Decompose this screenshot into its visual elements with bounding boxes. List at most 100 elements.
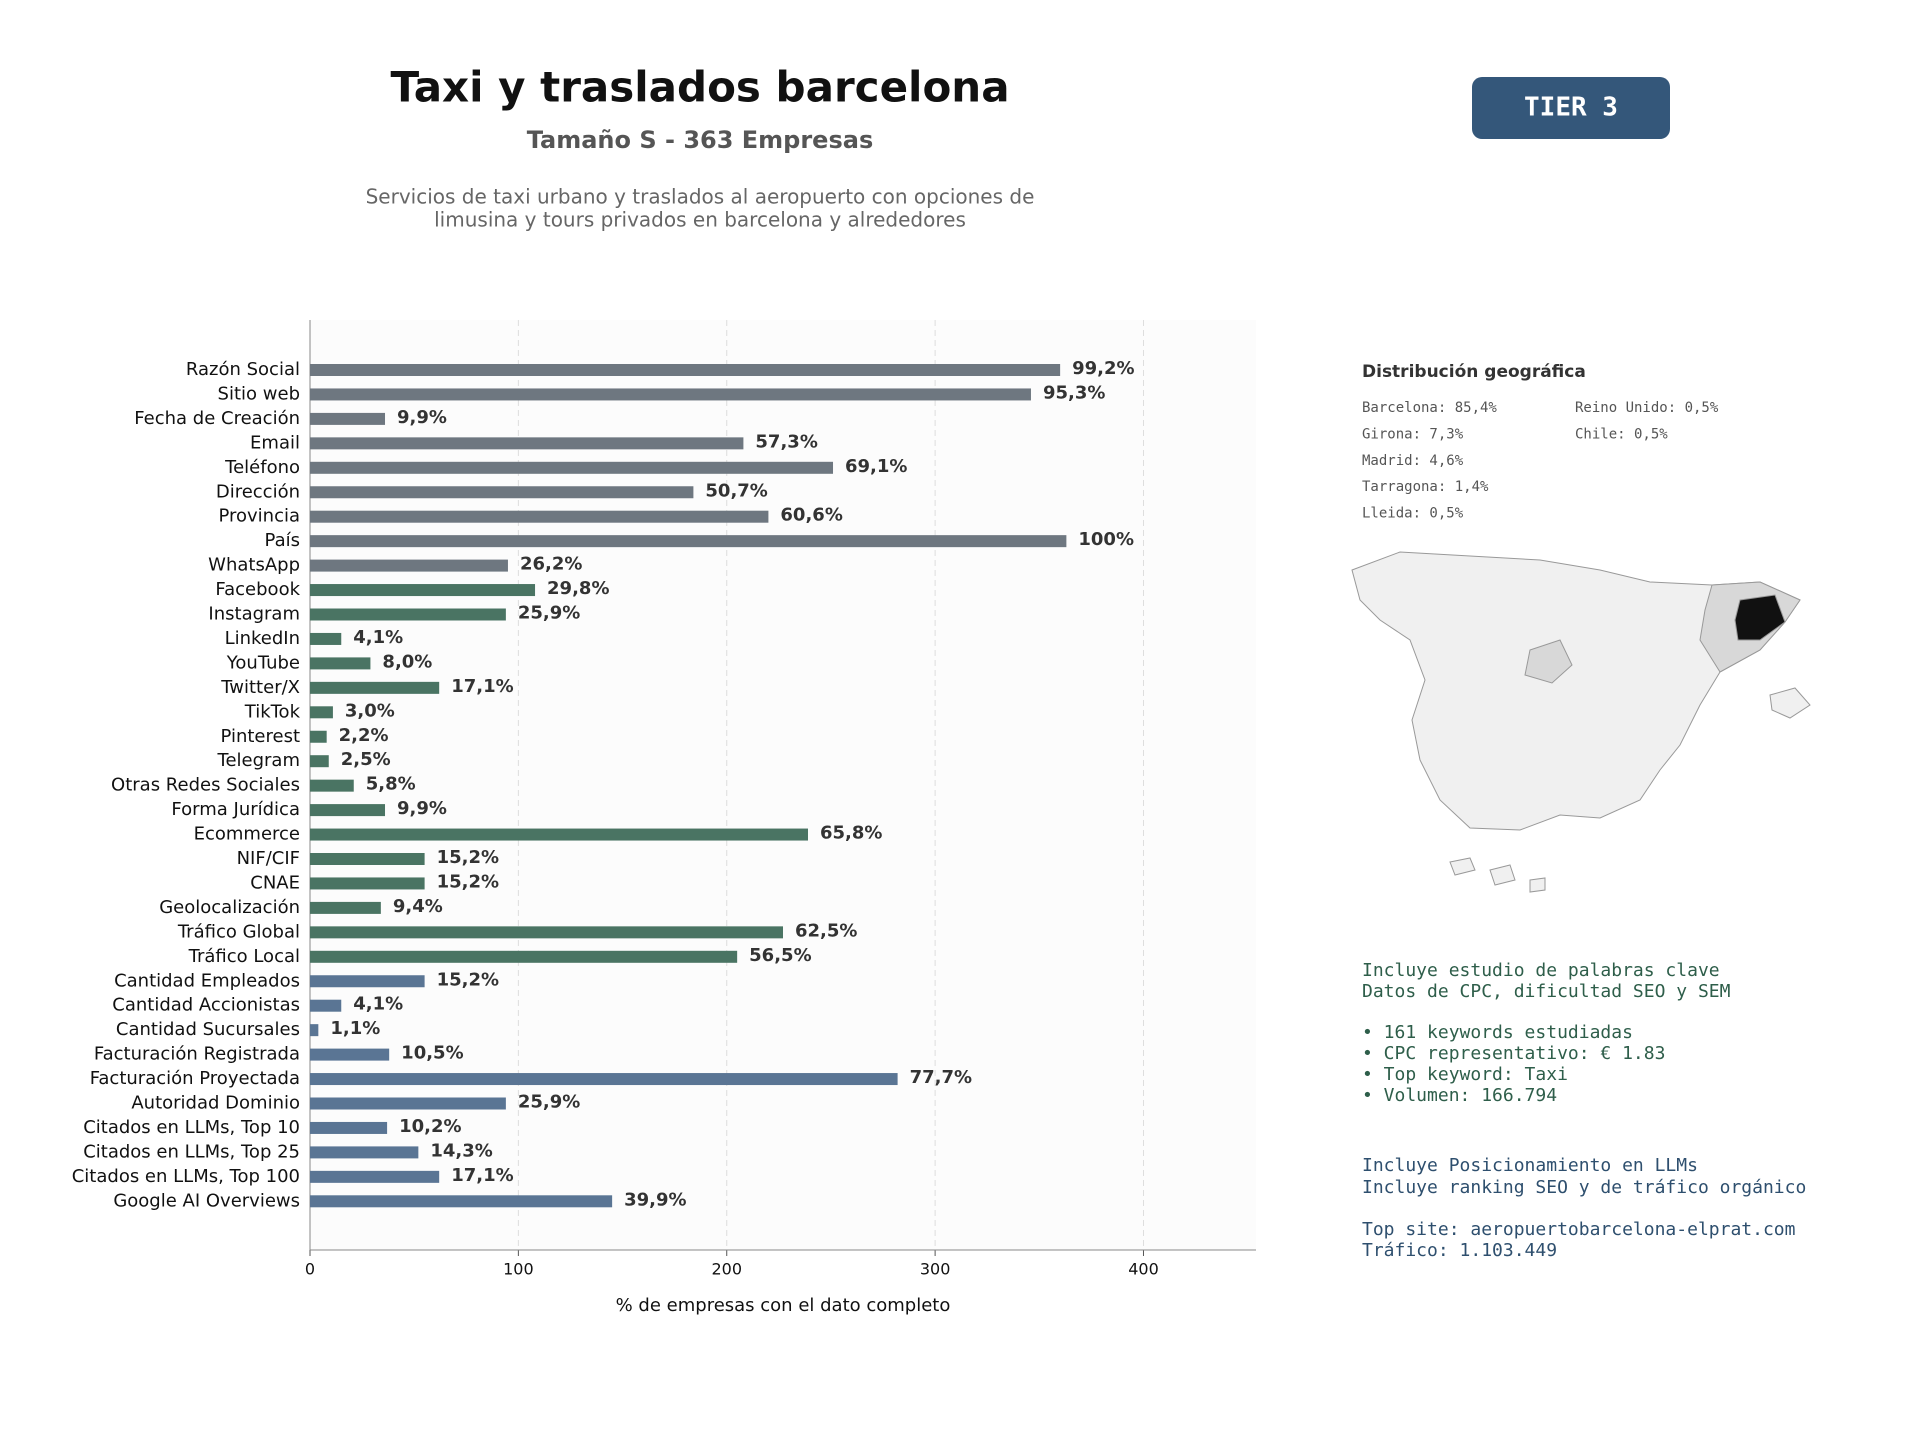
bar	[310, 388, 1031, 401]
value-label: 25,9%	[518, 603, 580, 624]
y-tick-label: Email	[250, 432, 300, 453]
plot-bg	[310, 320, 1256, 1250]
geo-item: Chile: 0,5%	[1575, 426, 1668, 442]
y-tick-label: Razón Social	[186, 359, 300, 380]
value-label: 2,5%	[341, 749, 391, 770]
value-label: 50,7%	[705, 480, 767, 501]
geo-item: Barcelona: 85,4%	[1362, 400, 1497, 416]
map-islands	[1769, 687, 1811, 719]
bar	[310, 608, 506, 621]
map-madrid	[1524, 639, 1573, 684]
note: Incluye Posicionamiento en LLMs	[1362, 1155, 1698, 1176]
x-tick-label: 200	[711, 1260, 742, 1279]
map-spain	[1351, 551, 1801, 831]
bar	[310, 975, 425, 988]
geo-item: Reino Unido: 0,5%	[1575, 400, 1719, 416]
x-tick-label: 100	[503, 1260, 534, 1279]
note: Incluye estudio de palabras clave	[1362, 960, 1720, 981]
note: Incluye ranking SEO y de tráfico orgánic…	[1362, 1177, 1806, 1198]
y-tick-label: Ecommerce	[194, 824, 300, 845]
y-tick-label: Geolocalización	[159, 897, 300, 918]
bar	[310, 706, 333, 719]
value-label: 17,1%	[451, 1165, 513, 1186]
bar	[310, 364, 1061, 376]
description: limusina y tours privados en barcelona y…	[434, 208, 966, 232]
note: Tráfico: 1.103.449	[1362, 1240, 1557, 1261]
subtitle: Tamaño S - 363 Empresas	[527, 126, 873, 154]
bar	[310, 1121, 388, 1134]
value-label: 77,7%	[910, 1067, 972, 1088]
y-tick-label: Facturación Registrada	[94, 1044, 300, 1065]
bar	[310, 437, 744, 450]
value-label: 29,8%	[547, 578, 609, 599]
bar	[310, 950, 738, 963]
geo-title: Distribución geográfica	[1362, 362, 1586, 382]
value-label: 5,8%	[366, 774, 416, 795]
y-tick-label: Tráfico Local	[188, 946, 300, 967]
value-label: 69,1%	[845, 456, 907, 477]
bar	[310, 632, 342, 645]
bar	[310, 461, 834, 474]
bar	[310, 828, 809, 841]
badge-text: TIER 3	[1524, 93, 1618, 123]
note: • CPC representativo: € 1.83	[1362, 1043, 1665, 1064]
bar	[310, 1024, 319, 1037]
value-label: 56,5%	[749, 945, 811, 966]
value-label: 14,3%	[430, 1140, 492, 1161]
y-tick-label: Otras Redes Sociales	[111, 775, 300, 796]
bar	[310, 1097, 506, 1110]
y-tick-label: Provincia	[218, 506, 300, 527]
value-label: 3,0%	[345, 700, 395, 721]
x-tick-label: 300	[920, 1260, 951, 1279]
value-label: 25,9%	[518, 1092, 580, 1113]
y-tick-label: Twitter/X	[220, 677, 300, 698]
y-tick-label: Fecha de Creación	[134, 408, 300, 429]
y-tick-label: Pinterest	[220, 726, 300, 747]
value-label: 9,9%	[397, 407, 447, 428]
value-label: 62,5%	[795, 920, 857, 941]
y-tick-label: WhatsApp	[208, 555, 300, 576]
value-label: 60,6%	[780, 505, 842, 526]
y-tick-label: Autoridad Dominio	[131, 1093, 300, 1114]
y-tick-label: Telegram	[217, 750, 300, 771]
geo-item: Madrid: 4,6%	[1362, 453, 1464, 469]
title: Taxi y traslados barcelona	[390, 63, 1009, 112]
bar	[310, 1073, 898, 1086]
note: • 161 keywords estudiadas	[1362, 1022, 1633, 1043]
value-label: 10,2%	[399, 1116, 461, 1137]
value-label: 1,1%	[330, 1018, 380, 1039]
geo-item: Lleida: 0,5%	[1362, 506, 1464, 522]
y-tick-label: Cantidad Sucursales	[116, 1019, 300, 1040]
map-barcelona	[1734, 594, 1786, 641]
bar	[310, 779, 354, 792]
value-label: 39,9%	[624, 1189, 686, 1210]
bar	[310, 730, 327, 743]
y-tick-label: Citados en LLMs, Top 10	[83, 1117, 300, 1138]
x-tick-label: 0	[305, 1260, 315, 1279]
note: • Top keyword: Taxi	[1362, 1064, 1568, 1085]
y-tick-label: Forma Jurídica	[171, 799, 300, 820]
map-canarias	[1449, 857, 1546, 893]
value-label: 100%	[1078, 529, 1134, 550]
value-label: 95,3%	[1043, 382, 1105, 403]
y-tick-label: Citados en LLMs, Top 25	[83, 1141, 300, 1162]
note: Top site: aeropuertobarcelona-elprat.com	[1362, 1219, 1795, 1240]
bar	[310, 853, 425, 865]
y-tick-label: Tráfico Global	[177, 921, 300, 942]
y-tick-label: Instagram	[208, 604, 300, 625]
y-tick-label: Cantidad Empleados	[114, 970, 300, 991]
value-label: 15,2%	[437, 871, 499, 892]
value-label: 4,1%	[353, 627, 403, 648]
badge	[1472, 77, 1670, 139]
bar	[310, 681, 440, 694]
value-label: 26,2%	[520, 554, 582, 575]
bar	[310, 559, 508, 572]
x-axis-label: % de empresas con el dato completo	[616, 1295, 951, 1316]
y-tick-label: NIF/CIF	[237, 848, 300, 869]
value-label: 9,4%	[393, 896, 443, 917]
y-tick-label: Facebook	[215, 579, 300, 600]
value-label: 65,8%	[820, 823, 882, 844]
y-tick-label: País	[265, 530, 300, 551]
value-label: 2,2%	[339, 725, 389, 746]
